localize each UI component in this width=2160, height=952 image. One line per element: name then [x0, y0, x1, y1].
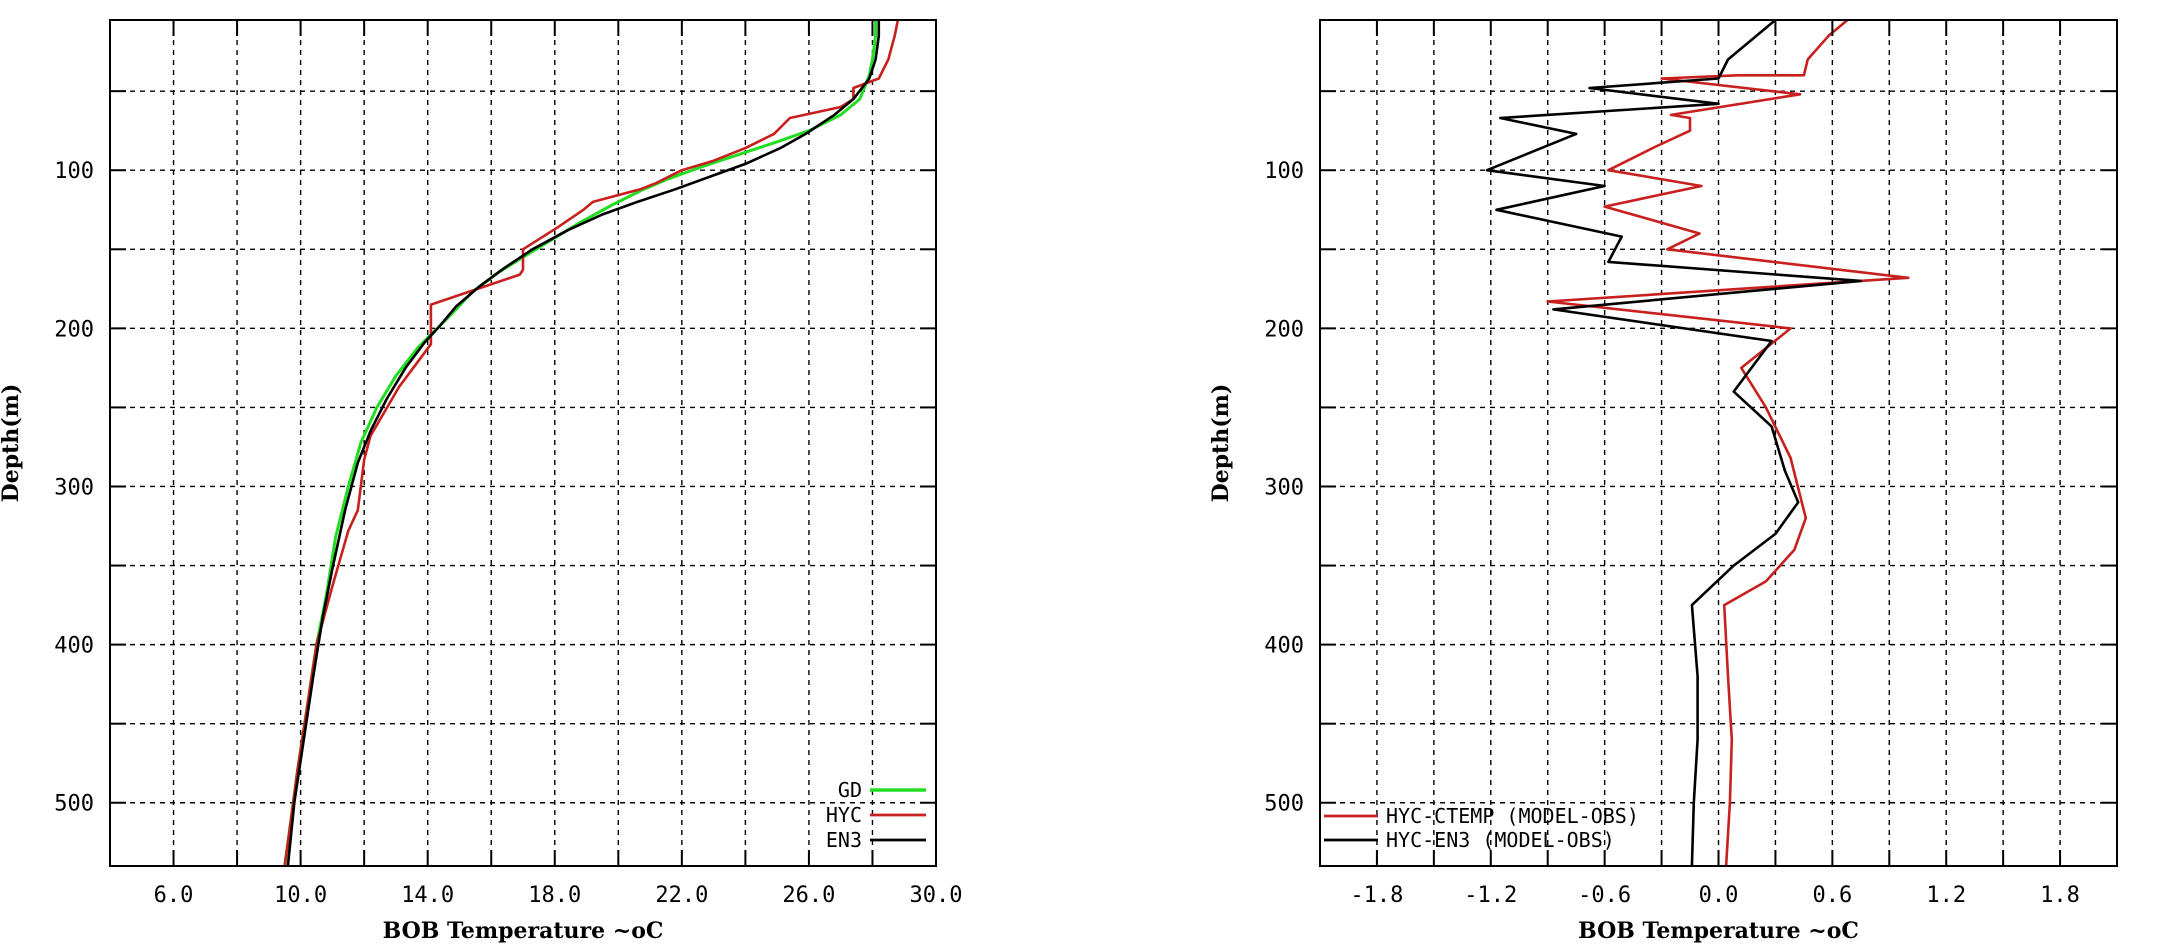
y-tick-label: 400 — [54, 634, 94, 659]
x-tick-label: -1.8 — [1350, 883, 1403, 908]
legend-label: GD — [838, 778, 862, 802]
plot-frame — [109, 19, 937, 867]
x-tick-label: 6.0 — [154, 883, 194, 908]
x-axis-title: BOB Temperature ~oC — [1578, 918, 1859, 944]
y-tick-label: 200 — [54, 317, 94, 342]
temperature-profile-panel: 6.0 10.0 14.0 18.0 22.0 26.0 30.0 100 200 300 400 5… — [0, 19, 963, 944]
x-tick-label: -1.2 — [1464, 883, 1517, 908]
x-tick-label: 26.0 — [782, 883, 835, 908]
x-tick-label: 30.0 — [910, 883, 963, 908]
x-axis-title: BOB Temperature ~oC — [383, 918, 664, 944]
y-tick-label: 500 — [1264, 792, 1304, 817]
y-tick-label: 500 — [54, 792, 94, 817]
y-axis-title: Depth(m) — [1208, 384, 1234, 503]
y-tick-label: 300 — [54, 475, 94, 500]
y-tick-label: 200 — [1264, 317, 1304, 342]
x-tick-label: 1.8 — [2040, 883, 2080, 908]
x-tick-label: 0.0 — [1699, 883, 1739, 908]
legend-label: EN3 — [826, 828, 862, 852]
x-tick-label: 0.6 — [1812, 883, 1852, 908]
legend-label: HYC — [826, 803, 862, 827]
series-line-hyc — [283, 19, 900, 867]
legend-label: HYC-EN3 (MODEL-OBS) — [1386, 828, 1615, 852]
y-tick-label: 300 — [1264, 475, 1304, 500]
series-line-hyc-en3-model-obs — [1485, 19, 1863, 867]
y-tick-label: 100 — [54, 159, 94, 184]
y-tick-label: 400 — [1264, 634, 1304, 659]
series-line-en3 — [286, 20, 881, 867]
y-tick-label: 100 — [1264, 159, 1304, 184]
x-tick-label: 10.0 — [274, 883, 327, 908]
legend: HYC-CTEMP (MODEL-OBS)HYC-EN3 (MODEL-OBS) — [1324, 804, 1639, 852]
x-tick-label: 22.0 — [655, 883, 708, 908]
x-tick-label: -0.6 — [1578, 883, 1631, 908]
series-line-gd — [283, 20, 878, 867]
legend-label: HYC-CTEMP (MODEL-OBS) — [1386, 804, 1639, 828]
y-axis-title: Depth(m) — [0, 384, 24, 503]
series-line-hyc-ctemp-model-obs — [1546, 19, 1910, 867]
x-tick-label: 18.0 — [528, 883, 581, 908]
x-tick-label: 14.0 — [401, 883, 454, 908]
x-tick-label: 1.2 — [1926, 883, 1966, 908]
temperature-difference-panel: -1.8 -1.2 -0.6 0.0 0.6 1.2 1.8100200300400500 … — [1208, 19, 2118, 944]
